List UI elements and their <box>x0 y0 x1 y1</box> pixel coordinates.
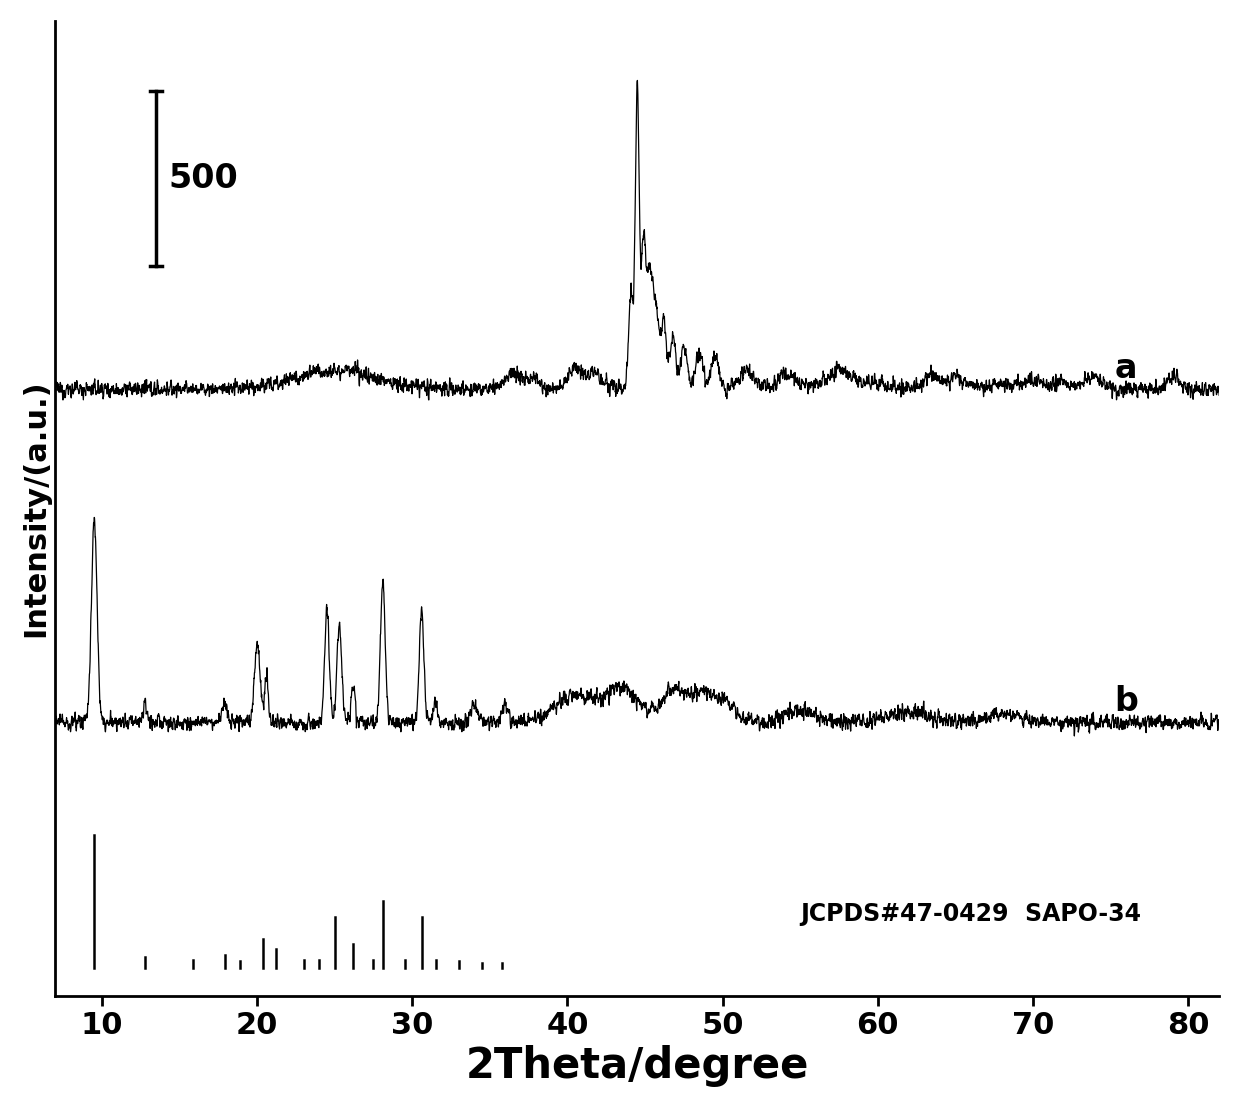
Text: JCPDS#47-0429  SAPO-34: JCPDS#47-0429 SAPO-34 <box>800 902 1141 926</box>
X-axis label: 2Theta/degree: 2Theta/degree <box>465 1045 808 1087</box>
Text: 500: 500 <box>169 162 238 195</box>
Text: a: a <box>1115 351 1137 384</box>
Text: b: b <box>1114 685 1138 718</box>
Y-axis label: Intensity/(a.u.): Intensity/(a.u.) <box>21 380 50 637</box>
